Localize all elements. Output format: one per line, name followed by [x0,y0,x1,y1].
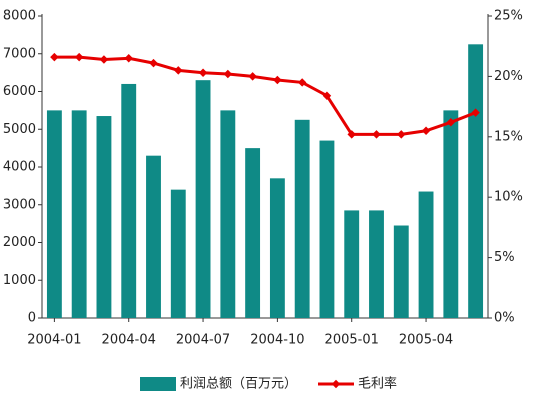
bar [443,110,459,318]
bar [344,210,360,318]
bar [393,225,409,318]
line-marker [446,118,456,127]
line-marker [347,130,356,139]
bar [121,83,137,318]
bar [46,110,62,318]
line-marker [273,75,282,85]
bar [294,119,310,318]
y-tick-label: 0 [28,311,36,326]
bar [319,140,335,318]
line-marker [322,91,332,100]
line-marker [297,78,307,87]
line-marker [99,55,109,64]
y2-tick-label: 10% [494,190,523,205]
line-marker [471,108,480,117]
line-marker [198,68,208,78]
bar [71,110,87,318]
x-tick-label: 2004-07 [176,333,230,348]
y2-tick-label: 5% [494,250,515,265]
line [54,55,477,136]
bar [245,148,261,318]
x-tick-label: 2004-01 [27,333,81,348]
y-tick-label: 4000 [3,160,36,175]
line-marker [124,54,133,63]
line-marker [50,52,59,62]
y-tick-label: 7000 [3,46,36,61]
bar [418,191,434,318]
line-marker [421,126,431,136]
x-tick-label: 2004-10 [250,333,304,348]
y-tick-label: 8000 [3,9,36,24]
line-marker [397,130,406,139]
bar [468,44,484,318]
line-marker [223,69,233,79]
line-marker [149,58,158,68]
bar [220,110,236,318]
legend-marker [331,379,341,389]
y-tick-label: 6000 [3,84,36,99]
y-tick-label: 5000 [3,122,36,137]
bar [269,178,285,318]
x-tick-label: 2005-04 [399,333,453,348]
legend-label: 利润总额（百万元） [180,377,297,392]
line-marker [372,130,381,139]
bar [146,155,161,318]
x-tick-label: 2004-04 [102,333,156,348]
y2-tick-label: 15% [494,129,523,144]
bar [369,210,384,318]
y2-tick-label: 0% [494,311,515,326]
x-tick-label: 2005-01 [325,333,379,348]
y-tick-label: 2000 [3,235,36,250]
y2-tick-label: 25% [494,9,523,24]
bar [96,116,112,318]
y2-tick-label: 20% [494,69,523,84]
bar [170,189,186,318]
line-marker [174,66,183,75]
y-tick-label: 3000 [3,197,36,212]
legend-label: 毛利率 [358,376,397,392]
bar [195,80,211,318]
line-marker [248,72,257,81]
line-marker [74,52,84,62]
y-tick-label: 1000 [3,273,36,288]
legend-swatch [140,377,176,391]
